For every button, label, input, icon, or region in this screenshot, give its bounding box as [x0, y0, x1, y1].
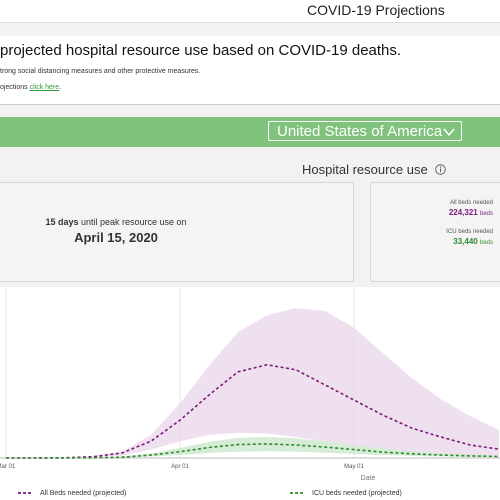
summary-value: 224,321 beds: [449, 208, 493, 217]
peak-card: 15 days until peak resource use on April…: [0, 182, 354, 282]
summary-unit: beds: [479, 240, 493, 246]
top-bar: COVID-19 Projections: [0, 0, 500, 23]
series-line: [6, 363, 500, 459]
summary-label: ICU beds needed: [446, 229, 493, 235]
peak-desc: until peak resource use on: [78, 217, 187, 227]
uncertainty-band: [6, 437, 499, 458]
summary-number: 33,440: [453, 237, 478, 246]
section-title-text: Hospital resource use: [302, 162, 428, 177]
page-title: COVID-19 Projections: [307, 2, 445, 18]
location-select[interactable]: United States of America: [268, 121, 462, 141]
x-tick-label: Mar 01: [0, 464, 16, 470]
legend-label: All Beds needed (projected): [40, 490, 126, 497]
x-tick-label: Apr 01: [171, 464, 189, 470]
legend-label: ICU beds needed (projected): [312, 490, 402, 497]
chart: Mar 01 Apr 01 May 01 Date All Beds needed (p…: [0, 287, 500, 500]
location-bar: United States of America: [0, 117, 500, 147]
link[interactable]: click here: [29, 84, 60, 91]
peak-days: 15 days: [45, 217, 79, 227]
intro-link-line: ojections click here.: [0, 84, 61, 91]
location: United States of America: [277, 123, 443, 140]
chevron: [443, 128, 455, 137]
summary-value: 33,440 beds: [453, 237, 493, 246]
x-axis-label: Date: [361, 475, 376, 482]
info-icon[interactable]: [435, 164, 447, 175]
link-suffix: .: [59, 84, 62, 91]
peak-text: 15 days until peak resource use on: [0, 217, 233, 227]
section-title: Hospital resource use: [302, 162, 447, 177]
summary-label: All beds needed: [449, 200, 493, 206]
intro-heading: projected hospital resource use based on…: [0, 42, 402, 59]
summary-unit: beds: [479, 211, 493, 217]
x-tick-label: May 01: [344, 464, 364, 470]
link-prefix: ojections: [0, 84, 28, 91]
intro-note: trong social distancing measures and oth…: [0, 68, 201, 75]
peak-date: April 15, 2020: [74, 230, 158, 245]
summary-number: 224,321: [448, 208, 478, 217]
uncertainty-band: [6, 308, 499, 458]
summary-card: All beds needed 224,321 beds ICU beds ne…: [370, 182, 500, 282]
intro: projected hospital resource use based on…: [0, 36, 500, 105]
